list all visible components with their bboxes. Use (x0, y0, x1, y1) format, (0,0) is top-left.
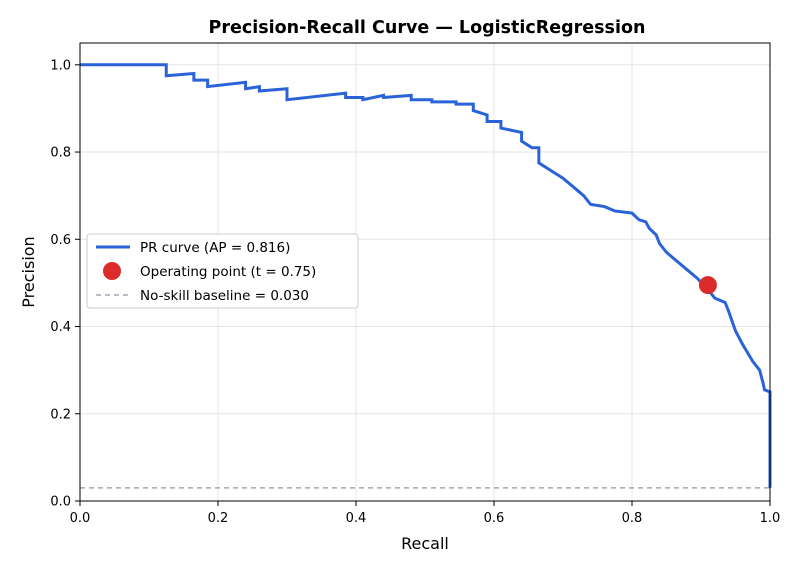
legend: PR curve (AP = 0.816) Operating point (t… (86, 233, 359, 309)
ticks: 0.0 0.2 0.4 0.6 0.8 1.0 0.0 0.2 0.4 0.6 0.8 1.0 (50, 58, 780, 526)
operating-point-marker (698, 276, 717, 295)
y-tick-label: 0.6 (50, 233, 71, 248)
y-tick-label: 0.2 (50, 407, 71, 422)
x-tick-label: 1.0 (760, 511, 781, 526)
plot-frame (79, 42, 771, 502)
marker-layer (698, 276, 717, 295)
legend-label-baseline: No-skill baseline = 0.030 (140, 288, 309, 304)
legend-box (86, 233, 359, 309)
x-tick-label: 0.2 (208, 511, 229, 526)
x-tick-label: 0.6 (484, 511, 505, 526)
y-tick-label: 0.8 (50, 146, 71, 161)
legend-swatch-operating-point (103, 262, 121, 280)
legend-label-pr-curve: PR curve (AP = 0.816) (140, 240, 290, 256)
y-tick-label: 1.0 (50, 58, 71, 73)
curve-layer (80, 63, 772, 488)
chart-title: Precision-Recall Curve — LogisticRegress… (209, 18, 646, 38)
y-tick-label: 0.0 (50, 495, 71, 510)
x-tick-label: 0.8 (622, 511, 643, 526)
pr-curve-line (80, 63, 772, 488)
x-axis-label: Recall (401, 534, 449, 553)
y-tick-label: 0.4 (50, 320, 71, 335)
x-tick-label: 0.0 (70, 511, 91, 526)
y-axis-label: Precision (19, 236, 38, 307)
x-tick-label: 0.4 (346, 511, 367, 526)
legend-label-operating-point: Operating point (t = 0.75) (140, 264, 316, 280)
